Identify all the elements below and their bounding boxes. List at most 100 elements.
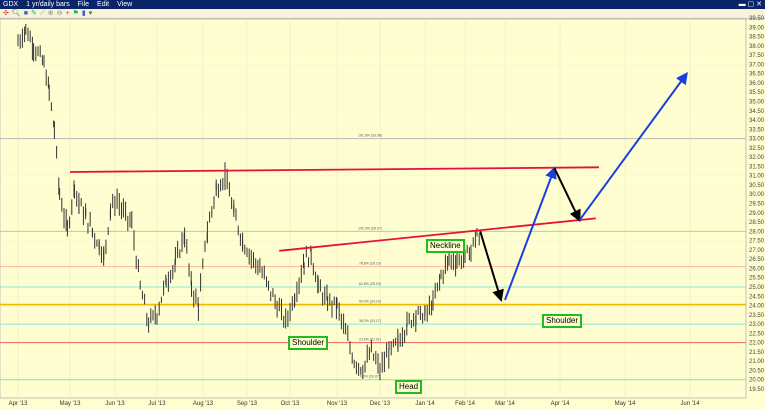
- zoom-out-icon[interactable]: ⊖: [56, 10, 63, 17]
- y-tick-label: 38.50: [749, 35, 765, 41]
- x-tick-label: Mar '14: [495, 401, 515, 407]
- chevron-down-icon[interactable]: ▾: [88, 10, 93, 17]
- fib-label: 38.2% (23.17): [359, 319, 381, 323]
- y-tick-label: 32.50: [749, 146, 765, 152]
- y-tick-label: 20.00: [749, 378, 765, 384]
- x-tick-label: Nov '13: [327, 401, 348, 407]
- y-tick-label: 33.00: [749, 137, 765, 143]
- y-tick-label: 28.00: [749, 229, 765, 235]
- x-tick-label: Jun '14: [680, 401, 700, 407]
- menu-edit[interactable]: Edit: [97, 1, 110, 8]
- fib-label: 50.0% (24.10): [359, 300, 381, 304]
- y-tick-label: 30.50: [749, 183, 765, 189]
- x-tick-label: Oct '13: [281, 401, 300, 407]
- x-tick-label: Jul '13: [148, 401, 166, 407]
- y-tick-label: 26.00: [749, 266, 765, 272]
- down-arrow-1: [479, 231, 504, 302]
- x-tick-label: May '13: [60, 401, 81, 407]
- up-arrow-1: [504, 166, 557, 301]
- grid: [0, 17, 746, 398]
- menu-view[interactable]: View: [117, 1, 133, 8]
- zoom-icon[interactable]: 🔍︎: [11, 10, 21, 17]
- line-tool-icon[interactable]: ⟋: [39, 10, 45, 17]
- y-tick-label: 37.50: [749, 53, 765, 59]
- y-tick-label: 23.50: [749, 313, 765, 319]
- y-tick-label: 29.50: [749, 202, 765, 208]
- price-bars: [17, 23, 480, 381]
- plus-icon[interactable]: +: [65, 10, 70, 17]
- period-selector[interactable]: 1 yr/daily bars: [26, 1, 70, 8]
- y-tick-label: 36.00: [749, 81, 765, 87]
- y-tick-label: 31.00: [749, 174, 765, 180]
- y-tick-label: 38.00: [749, 44, 765, 50]
- left-shoulder-label: Shoulder: [288, 336, 329, 350]
- y-tick-label: 29.00: [749, 211, 765, 217]
- zoom-in-icon[interactable]: ⊕: [47, 10, 54, 17]
- y-tick-label: 23.00: [749, 322, 765, 328]
- y-tick-label: 34.50: [749, 109, 765, 115]
- menu-file[interactable]: File: [77, 1, 90, 8]
- y-tick-label: 19.50: [749, 387, 765, 393]
- window-controls[interactable]: ▬ ▢ ✕: [738, 1, 762, 8]
- square-icon[interactable]: ■: [23, 10, 28, 17]
- flag-icon[interactable]: ⚑: [72, 10, 79, 17]
- y-tick-label: 22.00: [749, 341, 765, 347]
- neckline-horizontal: [69, 166, 600, 173]
- x-tick-label: Apr '14: [551, 401, 570, 407]
- x-tick-label: Sep '13: [237, 401, 258, 407]
- y-tick-label: 33.50: [749, 127, 765, 133]
- y-tick-label: 36.50: [749, 72, 765, 78]
- y-tick-label: 25.00: [749, 285, 765, 291]
- draw-tool-icon[interactable]: ✎: [31, 10, 37, 17]
- y-tick-label: 21.00: [749, 359, 765, 365]
- x-tick-label: May '14: [615, 401, 636, 407]
- fib-label: 78.6% (26.10): [359, 262, 381, 266]
- fib-label: 0.0% (20.07): [360, 375, 380, 379]
- y-tick-label: 27.50: [749, 239, 765, 245]
- y-tick-label: 39.00: [749, 25, 765, 31]
- fib-label: 161.8% (33.08): [358, 134, 382, 138]
- y-tick-label: 20.50: [749, 368, 765, 374]
- y-tick-label: 21.50: [749, 350, 765, 356]
- up-arrow-2: [578, 72, 688, 221]
- y-tick-label: 22.50: [749, 331, 765, 337]
- y-tick-label: 34.00: [749, 118, 765, 124]
- y-tick-label: 37.00: [749, 62, 765, 68]
- plot-area: [0, 18, 747, 399]
- fib-label: 100.0% (28.07): [358, 226, 382, 230]
- title-bar: GDX 1 yr/daily bars File Edit View ▬ ▢ ✕: [0, 0, 765, 9]
- neckline-sloped: [279, 217, 596, 252]
- y-tick-label: 35.50: [749, 90, 765, 96]
- head-label: Head: [395, 380, 423, 394]
- x-tick-label: Jun '13: [105, 401, 125, 407]
- y-tick-label: 24.00: [749, 304, 765, 310]
- x-tick-label: Dec '13: [370, 401, 391, 407]
- y-tick-label: 30.00: [749, 192, 765, 198]
- y-tick-label: 31.50: [749, 164, 765, 170]
- fib-levels: 161.8% (33.08) 100.0% (28.07) 78.6% (26.10…: [0, 134, 746, 381]
- symbol-selector[interactable]: GDX: [3, 1, 19, 8]
- crosshair-icon[interactable]: ✣: [3, 10, 9, 17]
- fib-label: 23.6% (22.01): [359, 338, 381, 342]
- x-tick-label: Apr '13: [9, 401, 28, 407]
- y-tick-label: 28.50: [749, 220, 765, 226]
- x-tick-label: Aug '13: [193, 401, 214, 407]
- y-tick-label: 35.00: [749, 99, 765, 105]
- y-tick-label: 26.50: [749, 257, 765, 263]
- y-tick-label: 25.50: [749, 276, 765, 282]
- y-tick-label: 24.50: [749, 294, 765, 300]
- right-shoulder-label: Shoulder: [542, 314, 583, 328]
- x-tick-label: Jan '14: [415, 401, 435, 407]
- y-tick-label: 39.50: [749, 16, 765, 22]
- y-axis: 39.50 39.00 38.50 38.00 37.50 37.00 36.50 36.00…: [749, 16, 765, 393]
- down-arrow-2: [553, 167, 581, 222]
- x-axis: Apr '13 May '13 Jun '13 Jul '13 Aug '13 Sep '…: [9, 401, 701, 407]
- toolbar: ✣ 🔍︎ ■ ✎ ⟋ ⊕ ⊖ + ⚑ ▮ ▾: [0, 9, 765, 19]
- neckline-label: Neckline: [426, 239, 465, 253]
- x-tick-label: Feb '14: [455, 401, 475, 407]
- y-tick-label: 27.00: [749, 248, 765, 254]
- fib-label: 61.8% (25.03): [359, 282, 381, 286]
- bar-icon[interactable]: ▮: [81, 10, 86, 17]
- annotations: [69, 72, 688, 302]
